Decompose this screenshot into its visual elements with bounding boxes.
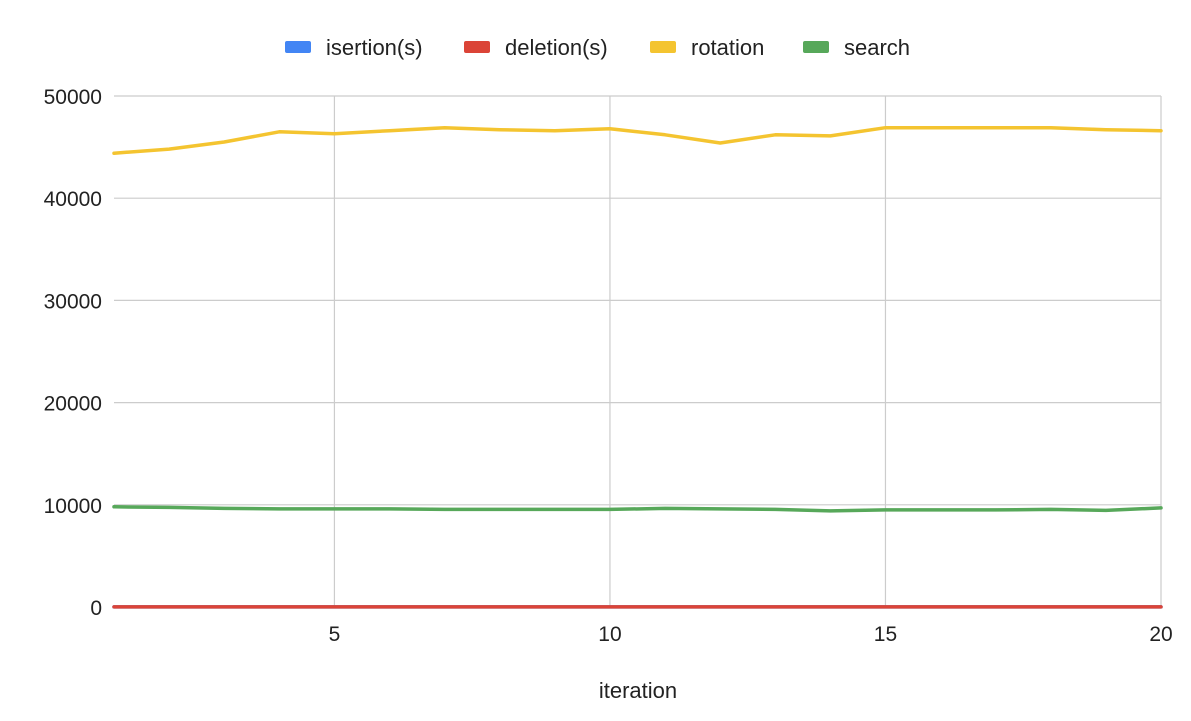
- y-tick-label: 50000: [44, 86, 102, 109]
- y-tick-label: 0: [90, 597, 102, 620]
- y-tick-label: 40000: [44, 188, 102, 211]
- x-tick-label: 5: [329, 623, 341, 646]
- x-axis-title: iteration: [599, 678, 677, 703]
- series-line-3: [112, 505, 1163, 513]
- legend: isertion(s) deletion(s) rotation search: [285, 35, 910, 60]
- legend-swatch: [285, 41, 311, 53]
- legend-label: deletion(s): [505, 35, 608, 60]
- legend-label: rotation: [691, 35, 764, 60]
- x-axis-ticks: 5 10 15 20: [329, 623, 1173, 646]
- series-line-2: [112, 125, 1163, 155]
- legend-swatch: [650, 41, 676, 53]
- legend-swatch: [803, 41, 829, 53]
- y-tick-label: 30000: [44, 290, 102, 313]
- y-tick-label: 20000: [44, 393, 102, 416]
- series-lines: [112, 125, 1163, 609]
- legend-label: search: [844, 35, 910, 60]
- gridlines: [114, 95, 1162, 608]
- y-axis-ticks: 0 10000 20000 30000 40000 50000: [44, 86, 102, 620]
- legend-swatch: [464, 41, 490, 53]
- y-tick-label: 10000: [44, 495, 102, 518]
- legend-label: isertion(s): [326, 35, 423, 60]
- x-tick-label: 15: [874, 623, 897, 646]
- x-tick-label: 20: [1149, 623, 1172, 646]
- x-tick-label: 10: [598, 623, 621, 646]
